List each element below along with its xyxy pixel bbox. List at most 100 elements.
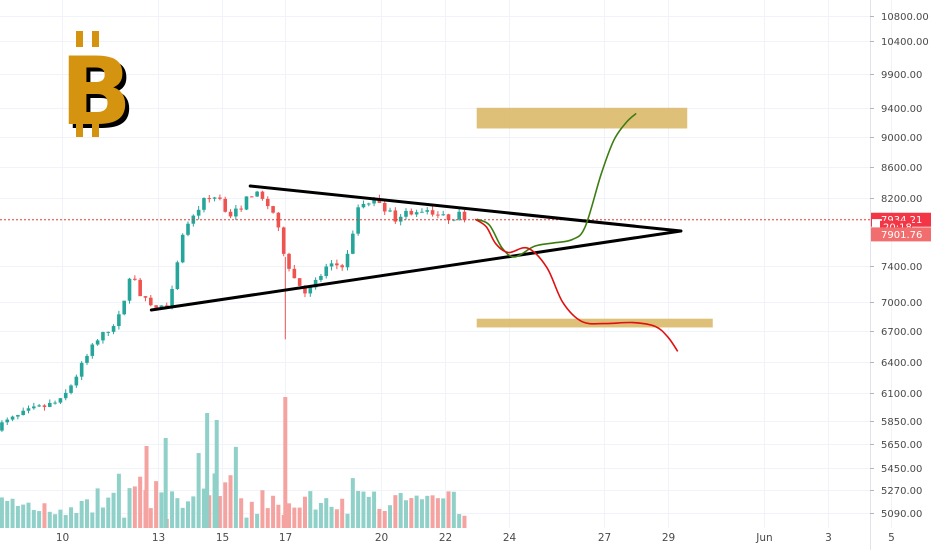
candle-body xyxy=(324,266,329,276)
candle-body xyxy=(133,278,137,280)
price-axis-tick-label: 5090.00 xyxy=(881,509,922,520)
time-axis-tick-label: 5 xyxy=(888,532,895,544)
volume-bar xyxy=(334,509,339,528)
price-axis-ticks: 10800.00 10400.00 9900.00 9400.00 9000.00 860… xyxy=(870,12,929,520)
price-axis-tick-label: 10400.00 xyxy=(881,37,929,48)
price-axis-tick-label: 6400.00 xyxy=(881,358,922,369)
volume-bar xyxy=(329,506,334,528)
candle-body xyxy=(319,275,323,280)
volume-bar xyxy=(393,495,398,528)
price-tag-bg xyxy=(871,227,931,242)
candle-body xyxy=(69,385,73,393)
volume-bar xyxy=(170,491,175,528)
candle-body xyxy=(212,197,217,199)
triangle-trendline xyxy=(149,229,683,312)
bitcoin-logo-top-bar-right xyxy=(92,31,99,47)
candle-body xyxy=(425,210,430,212)
volume-bar xyxy=(414,495,419,528)
volume-bar xyxy=(214,420,219,528)
candle-body xyxy=(180,234,185,263)
time-axis-tick-label: 15 xyxy=(216,532,229,544)
candle-body xyxy=(457,211,461,220)
volume-bar xyxy=(287,503,292,528)
candle-body xyxy=(79,362,84,377)
volume-bar xyxy=(451,491,456,528)
volume-bar xyxy=(10,498,15,528)
volume-bar xyxy=(457,514,462,528)
volume-bar xyxy=(201,488,206,528)
price-axis-tick-label: 5450.00 xyxy=(881,464,922,475)
candle-body xyxy=(271,206,275,213)
price-tag: 7901.76 xyxy=(871,227,931,242)
candle-body xyxy=(0,422,4,431)
candle-body xyxy=(5,419,10,423)
candle-body xyxy=(260,191,265,199)
volume-bar xyxy=(53,514,58,528)
price-axis-tick-label: 8600.00 xyxy=(881,163,922,174)
volume-bar xyxy=(79,500,84,528)
price-axis-tick-label: 6700.00 xyxy=(881,327,922,338)
volume-bar xyxy=(419,499,424,528)
volume-bar xyxy=(388,505,393,528)
candle-body xyxy=(122,300,127,315)
price-axis-tick-label: 9900.00 xyxy=(881,70,922,81)
candle-body xyxy=(335,263,339,266)
candle-body xyxy=(170,289,174,306)
volume-bar xyxy=(425,495,430,528)
candle-body xyxy=(303,285,307,294)
volume-bar xyxy=(372,491,377,528)
candle-body xyxy=(436,214,440,216)
price-axis-tick-label: 5850.00 xyxy=(881,417,922,428)
triangle-pattern xyxy=(149,184,683,312)
candle-body xyxy=(74,376,79,386)
time-axis-tick-label: 29 xyxy=(662,532,675,544)
volume-bar xyxy=(255,513,260,528)
triangle-trendline xyxy=(248,184,683,233)
volume-bar xyxy=(95,488,100,528)
candle-body xyxy=(143,296,148,298)
volume-bar xyxy=(42,503,47,528)
candles xyxy=(0,190,467,432)
candle-body xyxy=(404,210,408,217)
candle-body xyxy=(154,305,158,308)
candle-body xyxy=(351,233,355,254)
volume-bar xyxy=(116,473,121,528)
candle-body xyxy=(276,212,281,228)
volume-bar xyxy=(132,486,137,528)
candle-body xyxy=(223,198,228,212)
candle-body xyxy=(366,203,371,205)
volume-bar xyxy=(409,498,414,528)
volume-bar xyxy=(5,500,10,528)
candle-body xyxy=(420,211,424,213)
candle-body xyxy=(148,297,153,306)
candle-body xyxy=(138,279,142,297)
candle-body xyxy=(175,262,180,290)
candle-body xyxy=(356,207,360,234)
candle-body xyxy=(398,216,403,222)
volume-bar xyxy=(249,501,254,528)
time-axis-ticks: 10 13 15 17 20 22 24 27 29 Jun 3 5 xyxy=(56,532,895,544)
bitcoin-logo-icon: B B xyxy=(60,31,136,151)
volume-bar xyxy=(90,512,95,528)
candle-body xyxy=(393,210,398,222)
time-axis-tick-label: 20 xyxy=(375,532,388,544)
volume-bar xyxy=(21,504,26,528)
time-axis-tick-label: Jun xyxy=(755,532,772,544)
price-axis-tick-label: 5650.00 xyxy=(881,440,922,451)
volume-bar xyxy=(276,504,281,528)
volume-bar xyxy=(324,498,329,528)
volume-bar xyxy=(186,501,191,528)
volume-bar xyxy=(340,498,345,528)
volume-bar xyxy=(345,513,350,528)
volume-bar xyxy=(228,475,233,528)
candle-body xyxy=(159,305,164,308)
bitcoin-logo-top-bar-left xyxy=(76,31,83,47)
volume-bar xyxy=(260,490,265,528)
price-axis-tick-label: 10800.00 xyxy=(881,12,929,23)
volume-bar xyxy=(223,482,228,528)
price-axis-tick-label: 6100.00 xyxy=(881,389,922,400)
volume-bar xyxy=(233,446,238,528)
volume-bar xyxy=(302,496,307,528)
time-axis-tick-label: 22 xyxy=(439,532,452,544)
